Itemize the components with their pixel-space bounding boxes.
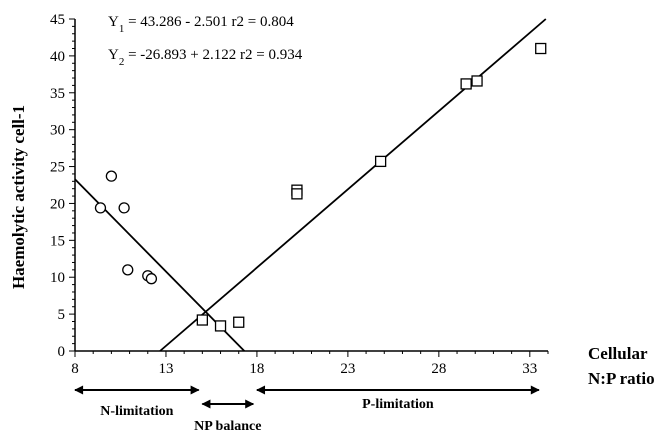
y-tick-label: 5 [58,307,66,323]
x-tick-label: 33 [522,361,537,377]
data-points [94,42,547,332]
equation-2: Y2 = -26.893 + 2.122 r2 = 0.934 [108,47,303,68]
circle-point [118,202,130,214]
y-tick-label: 45 [50,12,65,28]
y-tick-label: 15 [50,233,65,249]
square-point [214,320,227,332]
region-label: N-limitation [100,404,173,419]
y-tick-label: 10 [50,270,65,286]
square-point [233,316,245,328]
x-tick-label: 28 [431,361,446,377]
limitation-regions: N-limitation NP balance P-limitation [74,385,540,434]
x-tick-label: 13 [158,361,173,377]
x-axis-title-line-2: N:P ratio [588,369,655,388]
y-tick-label: 30 [50,123,65,139]
axes [74,19,548,352]
y-tick-label: 35 [50,86,65,102]
y-tick-label: 20 [50,196,65,212]
x-tick-label: 18 [249,361,264,377]
y-tick-label: 25 [50,160,65,176]
x-tick-label: 8 [71,361,79,377]
regression-line-2 [159,18,547,352]
region-label: P-limitation [362,397,434,412]
circle-point [105,170,118,182]
x-tick-label: 23 [340,361,355,377]
square-point [374,155,387,168]
circle-point [145,273,158,285]
y-axis-ticks: 0 5 10 15 20 25 30 35 40 45 [50,12,75,360]
square-point [291,188,303,200]
circle-point [122,264,134,276]
square-point [535,42,547,55]
x-axis-ticks: 8 13 18 23 28 33 [71,351,549,377]
circle-point [94,202,107,214]
x-axis-title-line-1: Cellular [588,344,648,363]
square-point [460,78,472,90]
y-tick-label: 0 [58,344,66,360]
equation-1: Y1 = 43.286 - 2.501 r2 = 0.804 [108,14,294,35]
square-point [196,314,208,326]
region-label: NP balance [194,419,261,434]
regression-lines [74,18,547,352]
y-axis-title: Haemolytic activity cell-1 [9,105,28,289]
square-point [471,75,483,87]
y-tick-label: 40 [50,49,65,65]
